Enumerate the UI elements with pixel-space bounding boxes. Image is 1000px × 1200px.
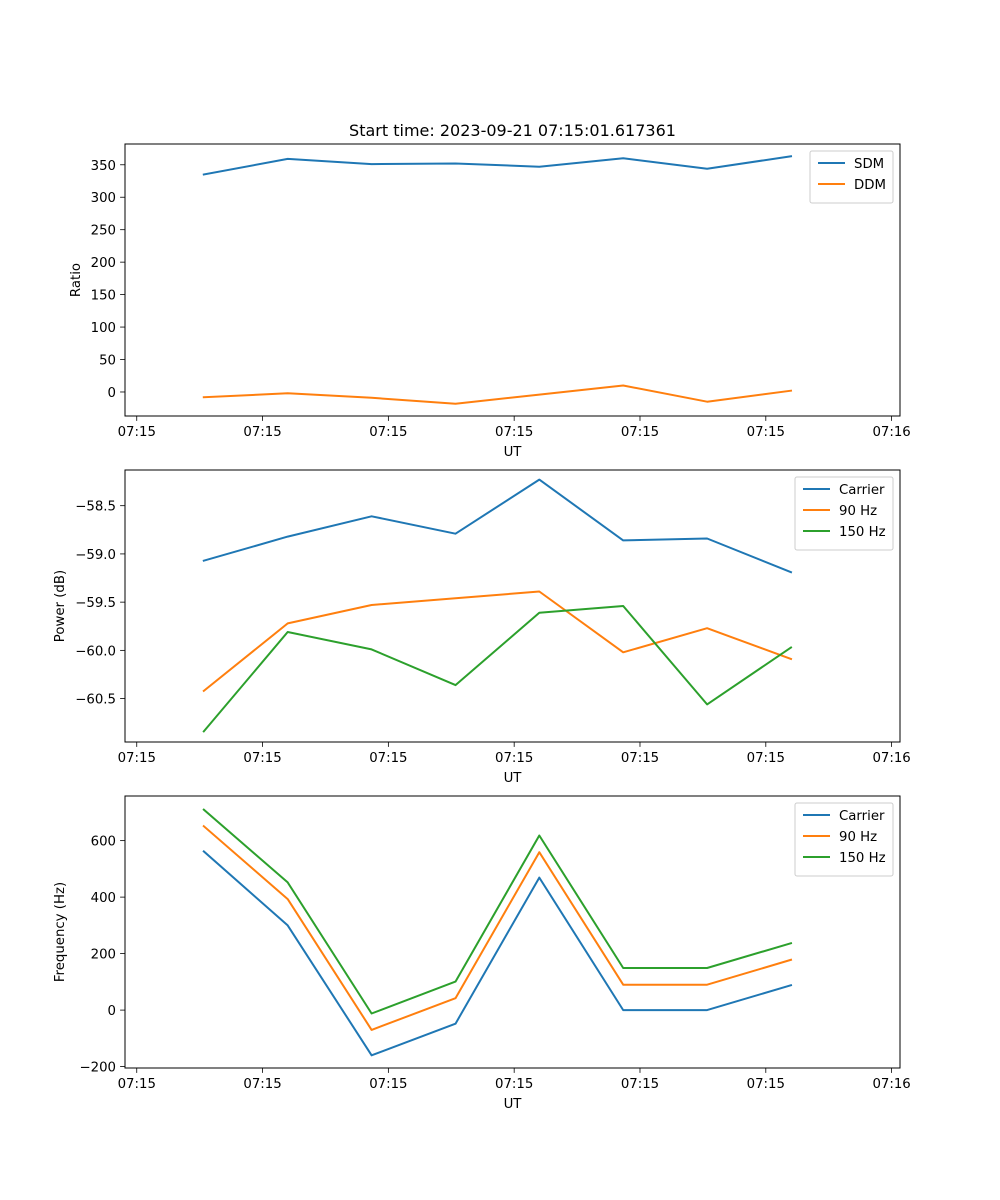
ratio-y-tick-label: 100 — [91, 321, 116, 336]
ratio-x-tick-label: 07:16 — [872, 425, 910, 440]
power-x-tick-label: 07:15 — [243, 751, 281, 766]
ratio-y-tick-label: 50 — [99, 354, 116, 369]
power-x-tick-label: 07:16 — [872, 751, 910, 766]
ratio-x-axis-label: UT — [504, 445, 523, 460]
frequency-y-tick-label: 400 — [91, 891, 116, 906]
ratio-legend-label: SDM — [854, 157, 884, 172]
frequency-series-line-150-hz — [202, 808, 793, 1015]
power-x-tick-label: 07:15 — [495, 751, 533, 766]
frequency-y-tick-label: 0 — [108, 1004, 116, 1019]
ratio-y-tick-label: 250 — [91, 224, 116, 239]
ratio-y-tick-label: 0 — [108, 386, 116, 401]
frequency-y-tick-label: 200 — [91, 948, 116, 963]
ratio-y-axis-label: Ratio — [69, 263, 84, 297]
frequency-y-axis-label: Frequency (Hz) — [53, 882, 68, 982]
frequency-series-line-90-hz — [202, 824, 793, 1031]
frequency-x-tick-label: 07:15 — [495, 1077, 533, 1092]
power-series-line-carrier — [202, 478, 793, 574]
ratio-x-tick-label: 07:15 — [495, 425, 533, 440]
power-panel: 07:15 07:15 07:15 07:15 07:15 07:15 07:16 −60.5… — [53, 469, 911, 786]
ratio-x-tick-label: 07:15 — [747, 425, 785, 440]
ratio-y-tick-label: 300 — [91, 191, 116, 206]
ratio-y-tick-label: 350 — [91, 159, 116, 174]
frequency-series-line-carrier — [202, 849, 793, 1057]
ratio-legend: SDM DDM — [809, 150, 894, 204]
ratio-series-line-sdm — [202, 155, 793, 176]
power-y-tick-label: −60.0 — [75, 644, 116, 659]
power-x-tick-label: 07:15 — [621, 751, 659, 766]
ratio-y-tick-label: 150 — [91, 289, 116, 304]
frequency-x-tick-label: 07:16 — [872, 1077, 910, 1092]
power-x-axis-label: UT — [504, 771, 523, 786]
frequency-legend: Carrier 90 Hz 150 Hz — [794, 802, 894, 877]
power-axes-frame — [124, 469, 901, 743]
chart-title: Start time: 2023-09-21 07:15:01.617361 — [349, 121, 676, 140]
ratio-legend-label: DDM — [854, 178, 886, 193]
frequency-axes-frame — [124, 795, 901, 1069]
frequency-panel: 07:15 07:15 07:15 07:15 07:15 07:15 07:16 −200 0… — [53, 795, 911, 1112]
power-y-tick-label: −59.0 — [75, 548, 116, 563]
frequency-x-tick-label: 07:15 — [747, 1077, 785, 1092]
power-y-axis-label: Power (dB) — [53, 570, 68, 642]
ratio-x-tick-label: 07:15 — [369, 425, 407, 440]
frequency-x-tick-label: 07:15 — [118, 1077, 156, 1092]
ratio-x-tick-label: 07:15 — [118, 425, 156, 440]
frequency-y-tick-label: −200 — [79, 1061, 116, 1076]
power-legend-label: 90 Hz — [839, 504, 877, 519]
ratio-x-tick-label: 07:15 — [243, 425, 281, 440]
power-legend-label: 150 Hz — [839, 525, 886, 540]
frequency-x-tick-label: 07:15 — [621, 1077, 659, 1092]
ratio-y-tick-label: 200 — [91, 256, 116, 271]
ratio-panel: 07:15 07:15 07:15 07:15 07:15 07:15 07:16 0 50 10… — [69, 143, 911, 460]
ratio-axes-frame — [124, 143, 901, 417]
power-y-tick-label: −59.5 — [75, 596, 116, 611]
frequency-legend-label: Carrier — [839, 809, 885, 824]
power-x-tick-label: 07:15 — [369, 751, 407, 766]
frequency-y-tick-label: 600 — [91, 835, 116, 850]
frequency-x-tick-label: 07:15 — [369, 1077, 407, 1092]
power-x-tick-label: 07:15 — [118, 751, 156, 766]
frequency-legend-label: 90 Hz — [839, 830, 877, 845]
power-x-tick-label: 07:15 — [747, 751, 785, 766]
power-series-line-150-hz — [202, 605, 793, 733]
ratio-series-line-ddm — [202, 384, 793, 405]
power-legend-label: Carrier — [839, 483, 885, 498]
power-y-tick-label: −58.5 — [75, 500, 116, 515]
ratio-x-tick-label: 07:15 — [621, 425, 659, 440]
frequency-x-tick-label: 07:15 — [243, 1077, 281, 1092]
frequency-legend-label: 150 Hz — [839, 851, 886, 866]
power-y-tick-label: −60.5 — [75, 693, 116, 708]
power-legend: Carrier 90 Hz 150 Hz — [794, 476, 894, 551]
frequency-x-axis-label: UT — [504, 1097, 523, 1112]
power-series-line-90-hz — [202, 590, 793, 693]
